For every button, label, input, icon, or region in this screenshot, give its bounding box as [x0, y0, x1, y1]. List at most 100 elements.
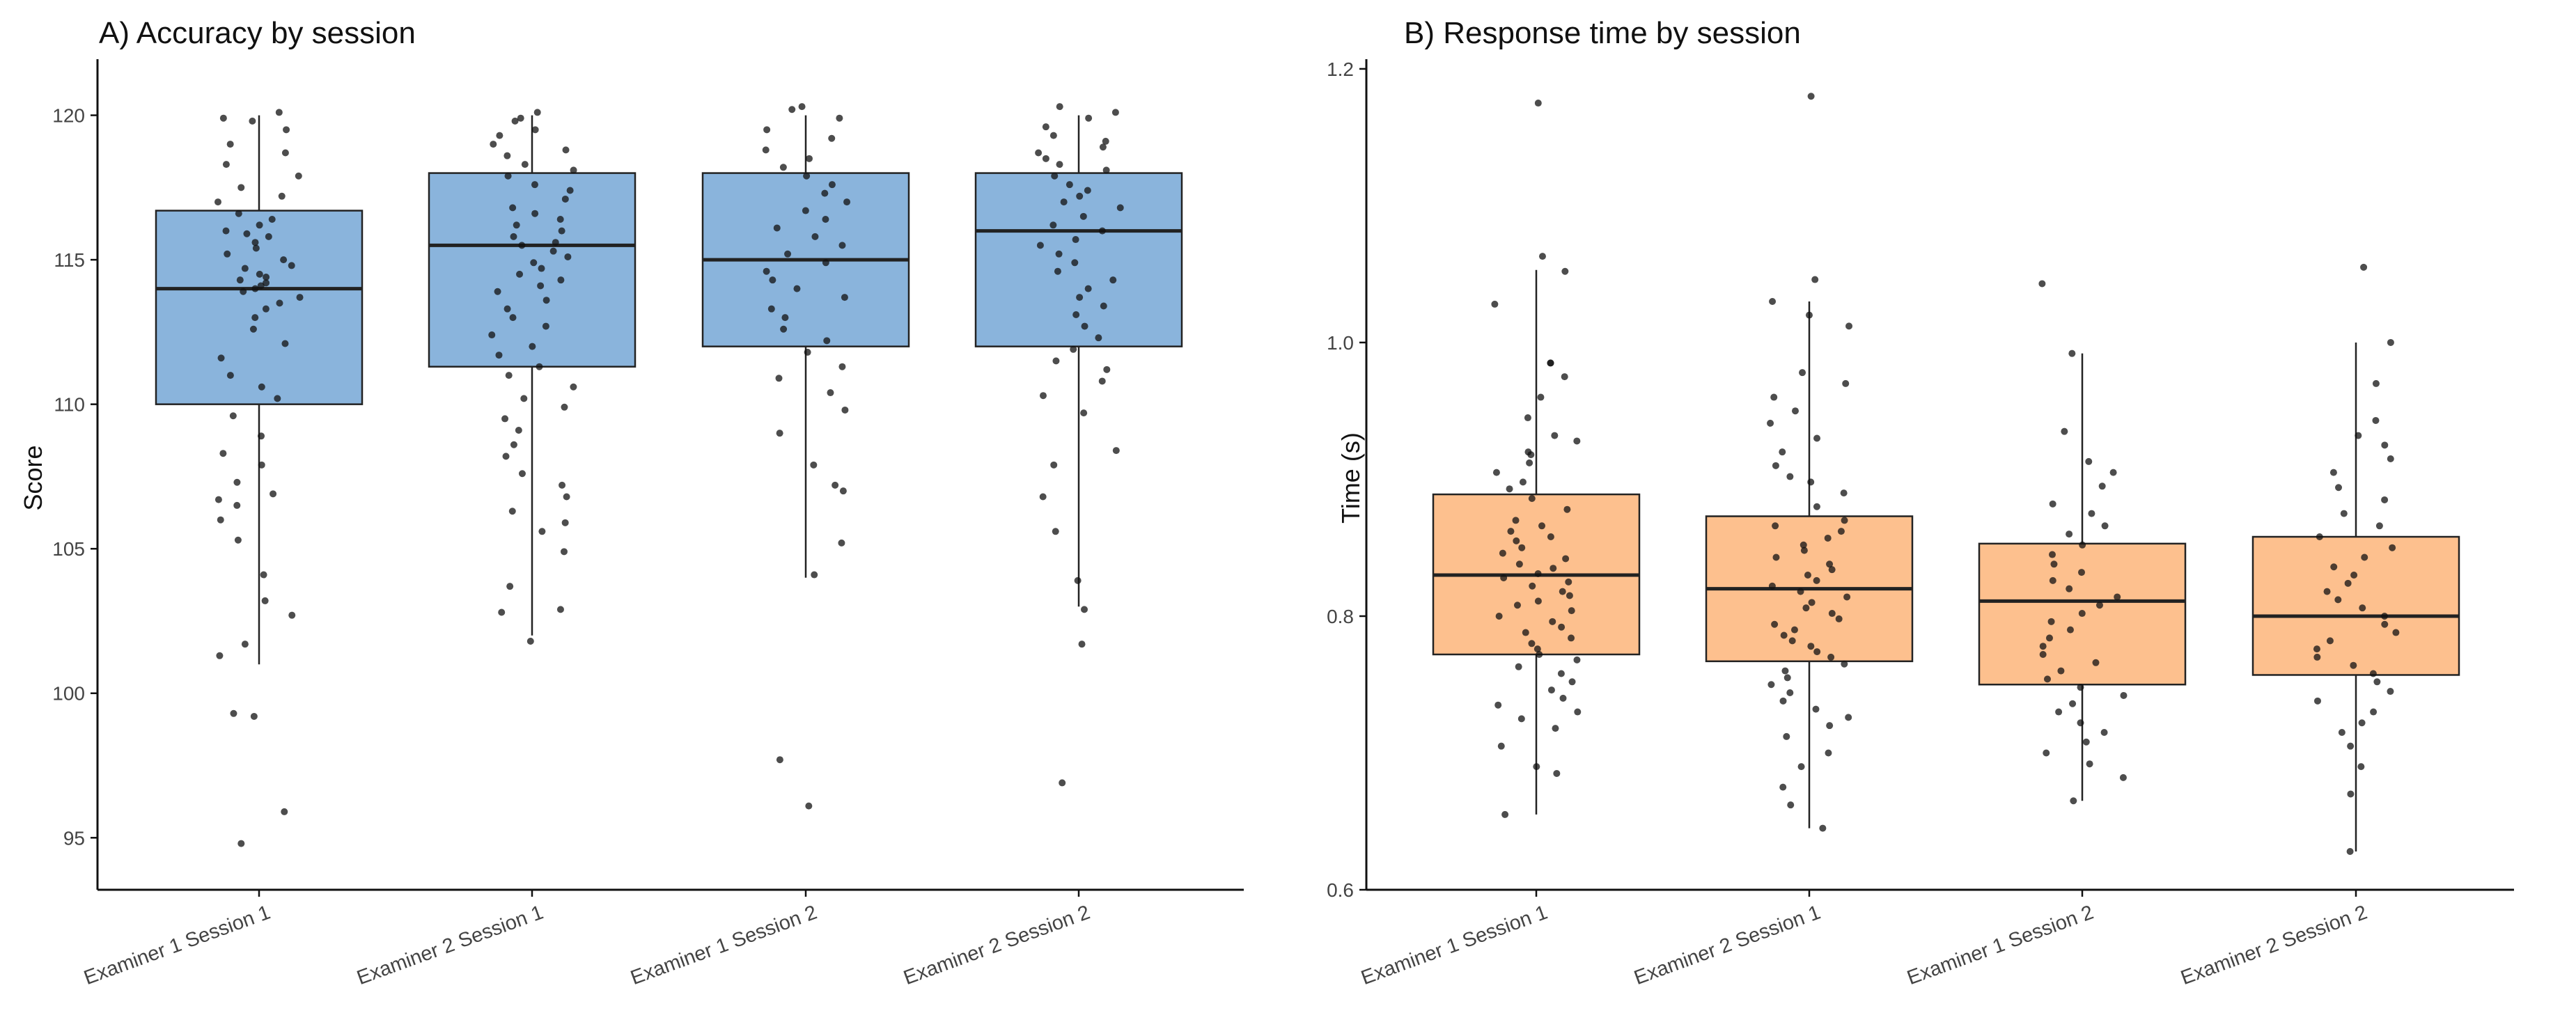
data-point: [1779, 697, 1787, 705]
data-point: [2387, 455, 2394, 462]
data-point: [2079, 541, 2086, 549]
data-point: [1562, 555, 1570, 563]
data-point: [262, 305, 270, 313]
data-point: [1078, 641, 1086, 648]
data-point: [2316, 533, 2323, 540]
data-point: [1080, 409, 1088, 417]
data-point: [1492, 469, 1500, 476]
data-point: [233, 501, 241, 509]
data-point: [1072, 236, 1079, 244]
data-point: [1522, 629, 1529, 636]
data-point: [518, 242, 526, 249]
data-point: [564, 253, 572, 260]
data-point: [1084, 285, 1092, 292]
data-point: [549, 247, 557, 255]
data-point: [1779, 448, 1786, 456]
data-point: [542, 297, 550, 304]
data-point: [2109, 469, 2117, 476]
data-point: [1563, 505, 1571, 513]
data-point: [1055, 250, 1063, 258]
data-point: [2055, 708, 2063, 716]
data-point: [2049, 576, 2056, 584]
y-axis-label: Score: [19, 445, 47, 510]
data-point: [2370, 708, 2378, 716]
data-point: [1533, 645, 1541, 653]
data-point: [1081, 322, 1088, 330]
x-tick-label: Examiner 1 Session 1: [1358, 902, 1550, 990]
data-point: [1036, 242, 1044, 249]
data-point: [508, 508, 516, 515]
data-point: [1035, 149, 1043, 157]
data-point: [531, 126, 539, 134]
data-point: [511, 117, 519, 125]
data-point: [1769, 298, 1777, 305]
data-point: [261, 597, 269, 604]
data-point: [2347, 742, 2355, 750]
data-point: [274, 395, 281, 402]
y-tick-label: 120: [52, 105, 85, 127]
data-point: [1845, 322, 1853, 330]
data-point: [2387, 338, 2394, 346]
x-tick-label: Examiner 2 Session 1: [1631, 902, 1823, 990]
data-point: [767, 305, 775, 313]
data-point: [2078, 610, 2086, 618]
data-point: [1074, 576, 1082, 584]
data-point: [2344, 579, 2352, 587]
accuracy-panel: A) Accuracy by session Score 95 100 105 110…: [19, 16, 1244, 989]
data-point: [1767, 419, 1774, 427]
data-point: [557, 276, 565, 284]
data-point: [1845, 714, 1852, 721]
data-point: [776, 756, 783, 764]
data-point: [1109, 276, 1117, 284]
data-point: [776, 430, 783, 437]
data-point: [1767, 681, 1775, 689]
data-point: [542, 322, 549, 330]
data-point: [1524, 414, 1531, 422]
data-point: [1507, 528, 1515, 535]
data-point: [526, 638, 534, 645]
data-point: [1528, 640, 1536, 647]
data-point: [283, 126, 290, 134]
data-point: [1557, 670, 1565, 677]
data-point: [1772, 553, 1780, 561]
data-point: [295, 172, 302, 180]
response-time-panel: B) Response time by session Time (s) 0.6…: [1327, 16, 2514, 989]
data-point: [1828, 566, 1836, 574]
data-point: [530, 259, 538, 267]
data-point: [822, 215, 829, 223]
data-point: [2329, 469, 2337, 476]
data-point: [1813, 576, 1820, 584]
data-point: [2078, 569, 2086, 576]
data-point: [214, 198, 221, 206]
box-rect: [2251, 535, 2460, 676]
data-point: [841, 294, 848, 301]
data-point: [280, 256, 288, 264]
data-point: [561, 195, 569, 203]
data-point: [822, 259, 829, 267]
x-tick-label: Examiner 2 Session 2: [900, 902, 1093, 990]
data-point: [509, 314, 517, 322]
data-point: [498, 608, 506, 616]
data-point: [1065, 181, 1073, 189]
data-point: [841, 406, 849, 414]
data-point: [1828, 610, 1836, 618]
data-point: [502, 453, 510, 460]
y-tick-label: 95: [63, 827, 85, 849]
data-point: [1100, 302, 1107, 310]
data-point: [2373, 678, 2381, 686]
data-point: [1843, 593, 1851, 601]
data-point: [838, 363, 846, 370]
data-point: [1559, 588, 1566, 595]
data-point: [2085, 457, 2093, 465]
data-point: [561, 519, 569, 526]
data-point: [2372, 379, 2380, 387]
data-point: [1534, 100, 1542, 107]
data-point: [235, 210, 242, 217]
data-point: [2050, 560, 2058, 568]
data-point: [281, 149, 289, 157]
data-point: [1051, 172, 1059, 180]
data-point: [1551, 432, 1559, 439]
data-point: [237, 184, 245, 191]
data-point: [217, 354, 225, 362]
data-point: [552, 239, 559, 246]
